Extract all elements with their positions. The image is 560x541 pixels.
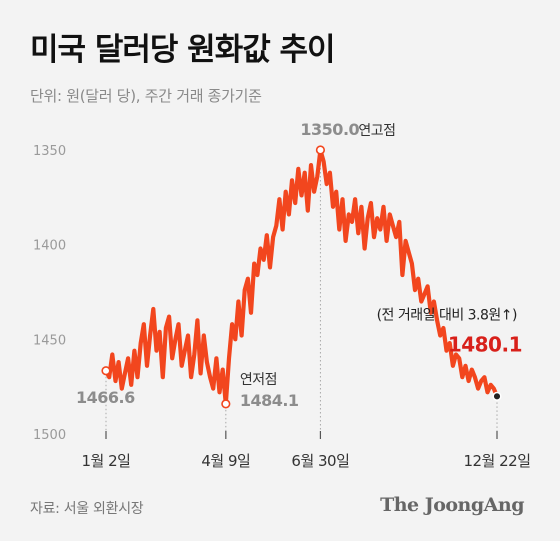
y-tick-label: 1500 — [33, 428, 66, 443]
point-marker — [221, 399, 231, 409]
point-markers — [101, 145, 502, 409]
y-tick-label: 1400 — [33, 239, 66, 254]
label-start-value: 1466.6 — [76, 388, 135, 407]
x-tick-label: 1월 2일 — [82, 452, 131, 470]
exchange-rate-line — [103, 147, 500, 406]
guide-lines — [105, 156, 498, 432]
label-daily-change: (전 거래일 대비 3.8원↑) — [377, 307, 517, 323]
y-tick-label: 1450 — [33, 333, 66, 348]
label-year-high: 연고점 — [358, 123, 395, 139]
y-tick-label: 1350 — [33, 144, 66, 159]
point-marker — [492, 391, 502, 401]
x-tick-label: 12월 22일 — [463, 452, 530, 470]
label-year-low: 연저점 — [240, 372, 277, 388]
label-low-value: 1484.1 — [240, 391, 299, 410]
source-note: 자료: 서울 외환시장 — [30, 501, 144, 517]
point-marker — [101, 366, 111, 376]
point-marker — [315, 145, 326, 155]
x-axis-ticks: 1월 2일 4월 9일 6월 30일 12월 22일 — [82, 431, 531, 470]
label-high-value: 1350.0 — [300, 120, 359, 139]
brand-logo: The JoongAng — [380, 494, 524, 516]
x-tick-label: 6월 30일 — [291, 452, 349, 470]
chart-subtitle: 단위: 원(달러 당), 주간 거래 종가기준 — [30, 87, 262, 105]
y-axis-ticks: 1350 1400 1450 1500 — [33, 144, 66, 443]
x-tick-label: 4월 9일 — [201, 452, 250, 470]
data-labels: 1466.6 연저점 1484.1 1350.0 연고점 (전 거래일 대비 3.8원↑)… — [76, 120, 523, 410]
label-latest-value: 1480.1 — [448, 332, 522, 356]
page-title: 미국 달러당 원화값 추이 — [30, 32, 336, 68]
